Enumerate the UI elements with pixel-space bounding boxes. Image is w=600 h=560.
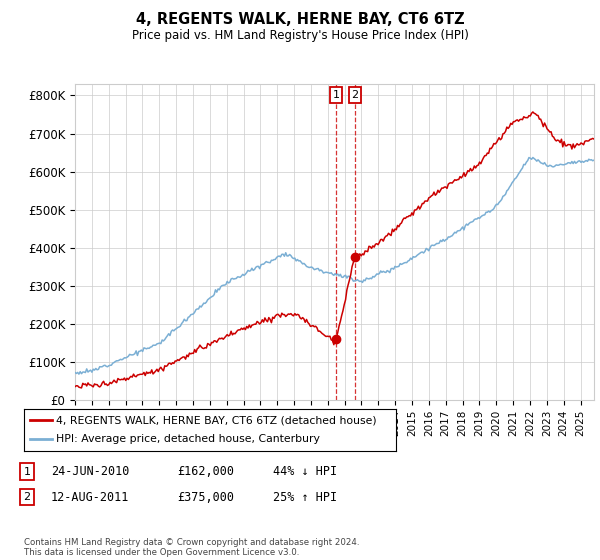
Text: 4, REGENTS WALK, HERNE BAY, CT6 6TZ: 4, REGENTS WALK, HERNE BAY, CT6 6TZ [136,12,464,27]
Text: Contains HM Land Registry data © Crown copyright and database right 2024.
This d: Contains HM Land Registry data © Crown c… [24,538,359,557]
Text: 1: 1 [332,90,340,100]
Text: Price paid vs. HM Land Registry's House Price Index (HPI): Price paid vs. HM Land Registry's House … [131,29,469,42]
Text: 24-JUN-2010: 24-JUN-2010 [51,465,130,478]
Text: £162,000: £162,000 [177,465,234,478]
Text: 44% ↓ HPI: 44% ↓ HPI [273,465,337,478]
Text: £375,000: £375,000 [177,491,234,504]
Text: 12-AUG-2011: 12-AUG-2011 [51,491,130,504]
Text: 4, REGENTS WALK, HERNE BAY, CT6 6TZ (detached house): 4, REGENTS WALK, HERNE BAY, CT6 6TZ (det… [56,415,376,425]
Text: 25% ↑ HPI: 25% ↑ HPI [273,491,337,504]
Text: 2: 2 [23,492,31,502]
Text: 2: 2 [352,90,359,100]
Text: 1: 1 [23,466,31,477]
Text: HPI: Average price, detached house, Canterbury: HPI: Average price, detached house, Cant… [56,435,319,445]
